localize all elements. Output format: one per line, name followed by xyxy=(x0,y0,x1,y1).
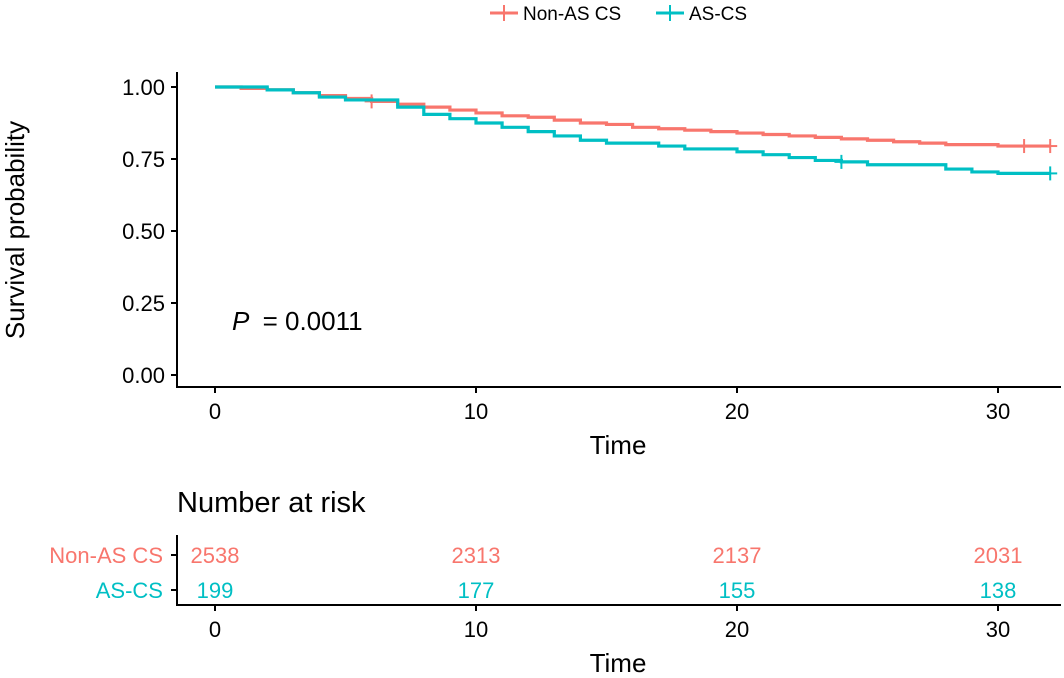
risk-row-label-as-cs: AS-CS xyxy=(96,578,163,603)
risk-rows: Non-AS CS 2538 2313 2137 2031 AS-CS 199 177 155 1… xyxy=(49,543,1022,603)
y-tick-label: 0.75 xyxy=(122,147,165,172)
risk-count-as-cs: 199 xyxy=(197,578,234,603)
survival-curve-as-cs xyxy=(215,85,1051,175)
y-ticks: 0.00 0.25 0.50 0.75 1.00 xyxy=(122,75,177,388)
risk-count-non-as-cs: 2031 xyxy=(974,543,1023,568)
risk-x-axis-label: Time xyxy=(590,648,647,678)
risk-count-non-as-cs: 2313 xyxy=(452,543,501,568)
risk-count-non-as-cs: 2538 xyxy=(191,543,240,568)
legend-label-non-as-cs: Non-AS CS xyxy=(523,4,621,25)
legend-label-as-cs: AS-CS xyxy=(689,4,747,25)
x-tick-label: 20 xyxy=(725,399,749,424)
risk-count-non-as-cs: 2137 xyxy=(713,543,762,568)
legend-entry-non-as-cs: Non-AS CS xyxy=(490,4,621,25)
survival-plot: Survival probability 0.00 0.25 0.50 0.75 1.0… xyxy=(0,72,1061,460)
risk-count-as-cs: 138 xyxy=(980,578,1017,603)
risk-count-as-cs: 155 xyxy=(719,578,756,603)
risk-x-tick-label: 10 xyxy=(464,617,488,642)
y-tick-label: 0.50 xyxy=(122,219,165,244)
risk-table: Number at risk Non-AS CS 2538 2313 2137 2031… xyxy=(49,487,1061,678)
risk-x-tick-label: 20 xyxy=(725,617,749,642)
risk-x-tick-label: 0 xyxy=(209,617,221,642)
x-tick-label: 0 xyxy=(209,399,221,424)
y-axis-label: Survival probability xyxy=(0,121,30,339)
y-tick-label: 0.00 xyxy=(122,363,165,388)
legend: Non-AS CS AS-CS xyxy=(490,4,747,25)
legend-entry-as-cs: AS-CS xyxy=(656,4,747,25)
x-ticks: 0 10 20 30 xyxy=(209,387,1010,424)
p-label: P xyxy=(232,306,250,336)
risk-count-as-cs: 177 xyxy=(458,578,495,603)
y-tick-label: 1.00 xyxy=(122,75,165,100)
p-value-annotation: P = 0.0011 xyxy=(232,306,363,336)
risk-x-tick-label: 30 xyxy=(986,617,1010,642)
risk-x-ticks: 0 10 20 30 xyxy=(209,605,1010,642)
p-value: = 0.0011 xyxy=(263,306,363,336)
survival-curves xyxy=(215,85,1058,181)
y-tick-label: 0.25 xyxy=(122,291,165,316)
risk-table-title: Number at risk xyxy=(177,487,366,519)
risk-row-label-non-as-cs: Non-AS CS xyxy=(49,543,163,568)
x-tick-label: 10 xyxy=(464,399,488,424)
x-axis-label: Time xyxy=(590,430,647,460)
x-tick-label: 30 xyxy=(986,399,1010,424)
